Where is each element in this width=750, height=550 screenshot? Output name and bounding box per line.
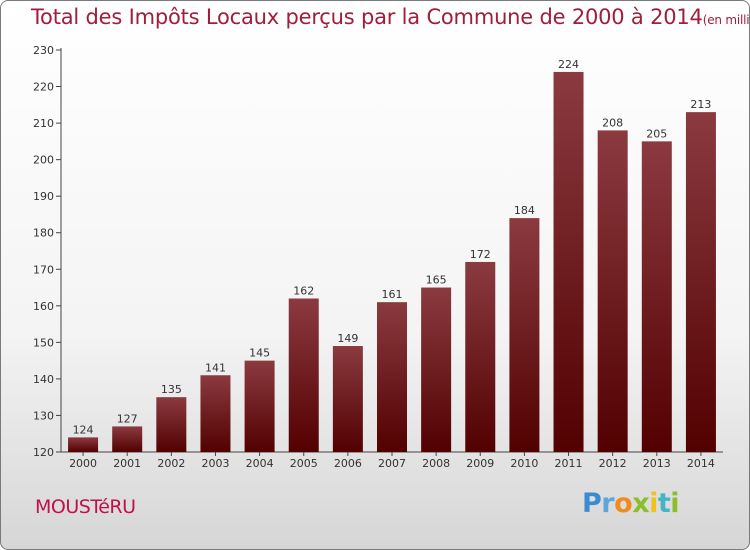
x-tick-label: 2003 (201, 457, 229, 470)
y-tick-label: 140 (33, 373, 54, 386)
x-tick-label: 2010 (510, 457, 538, 470)
bar (244, 360, 275, 452)
chart-title-unit: (en milliers d'€) (702, 13, 750, 27)
y-tick-label: 160 (33, 300, 54, 313)
bar (377, 302, 407, 452)
bar (68, 437, 99, 452)
x-axis: 2000 2001 2002 2003 2004 2005 2006 2007 2008 2009… (61, 451, 723, 470)
bar-value-label: 141 (205, 361, 226, 374)
bar (641, 141, 672, 452)
x-tick-label: 2005 (290, 457, 318, 470)
bar-value-label: 162 (293, 285, 314, 298)
bar-value-label: 172 (470, 248, 491, 261)
bars: 124 127 135 141 145 162 149 161 165 172 184 224 208 2… (68, 58, 716, 453)
bar (156, 397, 187, 452)
logo-letter: t (657, 488, 671, 519)
chart-title-main: Total des Impôts Locaux perçus par la Co… (31, 5, 703, 29)
x-tick-label: 2014 (687, 457, 715, 470)
y-tick-label: 200 (33, 154, 54, 167)
logo-letter: i (670, 488, 680, 519)
bar-value-label: 145 (249, 347, 270, 360)
x-tick-label: 2002 (157, 457, 185, 470)
x-tick-label: 2006 (334, 457, 362, 470)
x-tick-label: 2004 (246, 457, 274, 470)
logo-letter: P (582, 488, 602, 519)
x-tick-label: 2013 (643, 457, 671, 470)
bar-value-label: 165 (426, 274, 447, 287)
y-tick-label: 120 (33, 446, 54, 459)
bar-value-label: 161 (382, 288, 403, 301)
bar (465, 261, 496, 452)
y-tick-label: 190 (33, 190, 54, 203)
bar-value-label: 127 (117, 412, 138, 425)
bar (112, 426, 143, 452)
y-tick-label: 180 (33, 227, 54, 240)
bar-value-label: 184 (514, 204, 535, 217)
x-tick-label: 2007 (378, 457, 406, 470)
x-tick-label: 2000 (69, 457, 97, 470)
x-tick-label: 2008 (422, 457, 450, 470)
bar-value-label: 135 (161, 383, 182, 396)
commune-name: MOUSTéRU (35, 496, 136, 518)
bar-value-label: 224 (558, 58, 579, 71)
bar (288, 298, 319, 452)
y-tick-label: 150 (33, 336, 54, 349)
bar-value-label: 205 (646, 127, 667, 140)
y-tick-label: 230 (33, 44, 54, 57)
x-tick-label: 2009 (466, 457, 494, 470)
y-tick-label: 170 (33, 263, 54, 276)
logo-letter: o (614, 488, 633, 519)
bar (553, 71, 584, 452)
bar (200, 375, 231, 452)
bar (421, 287, 452, 452)
bar (509, 218, 540, 452)
bar-value-label: 208 (602, 116, 623, 129)
bar-value-label: 213 (690, 98, 711, 111)
bar (685, 112, 716, 453)
bar-value-label: 124 (73, 423, 94, 436)
logo-letter: i (649, 488, 658, 519)
bar (332, 346, 363, 452)
chart-title: Total des Impôts Locaux perçus par la Co… (31, 5, 750, 29)
x-tick-label: 2012 (599, 457, 627, 470)
x-tick-label: 2001 (113, 457, 141, 470)
y-tick-label: 220 (33, 81, 54, 94)
logo-letter: r (601, 488, 615, 519)
bar (597, 130, 628, 452)
bar-value-label: 149 (337, 332, 358, 345)
x-tick-label: 2011 (555, 457, 583, 470)
y-tick-label: 210 (33, 117, 54, 130)
y-axis: 120 130 140 150 160 170 180 190 200 210 220 230 (33, 44, 62, 459)
logo-letter: x (632, 488, 650, 519)
proxiti-logo[interactable]: Proxiti (582, 488, 680, 519)
y-tick-label: 130 (33, 409, 54, 422)
